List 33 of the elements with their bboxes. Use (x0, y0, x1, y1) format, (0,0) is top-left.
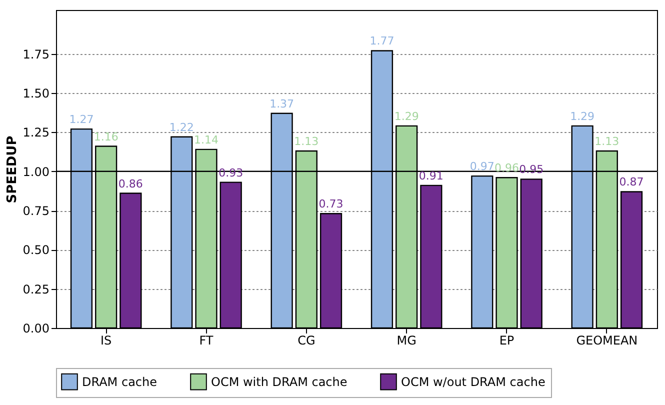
data-label: 0.91 (418, 169, 444, 182)
data-label: 1.77 (370, 34, 394, 48)
y-tick-label: 1.00 (22, 164, 50, 179)
legend-label: OCM with DRAM cache (211, 374, 348, 389)
y-tick-label: 1.75 (22, 47, 50, 62)
data-label: 0.73 (318, 198, 344, 211)
x-tick-label: GEOMEAN (576, 334, 638, 348)
y-axis-title: SPEEDUP (4, 136, 20, 204)
y-tick-label: 0.00 (22, 322, 50, 336)
data-label: 1.37 (270, 97, 294, 110)
legend-label: DRAM cache (82, 374, 158, 389)
data-label: 1.22 (169, 120, 194, 134)
data-label: 1.16 (94, 130, 118, 144)
data-label: 1.27 (69, 113, 94, 126)
legend-label: OCM w/out DRAM cache (401, 374, 546, 389)
y-tick-label: 0.25 (22, 282, 50, 296)
data-label: 0.87 (619, 176, 644, 189)
x-tick-label: CG (298, 334, 316, 348)
x-tick-label: IS (100, 334, 112, 348)
data-label: 1.14 (194, 133, 218, 146)
data-label: 1.29 (394, 110, 419, 123)
x-tick-label: EP (499, 334, 514, 348)
data-label: 1.13 (294, 134, 319, 148)
y-tick-label: 0.50 (22, 243, 50, 258)
x-tick-label: FT (199, 334, 214, 348)
y-tick-label: 0.75 (22, 204, 50, 218)
y-tick-label: 1.25 (22, 126, 50, 140)
x-tick-label: MG (396, 334, 416, 348)
data-label: 0.97 (470, 160, 494, 174)
data-label: 0.86 (118, 177, 143, 190)
data-label: 1.29 (570, 110, 595, 123)
data-label: 1.13 (594, 134, 620, 148)
y-tick-label: 1.50 (22, 86, 50, 101)
